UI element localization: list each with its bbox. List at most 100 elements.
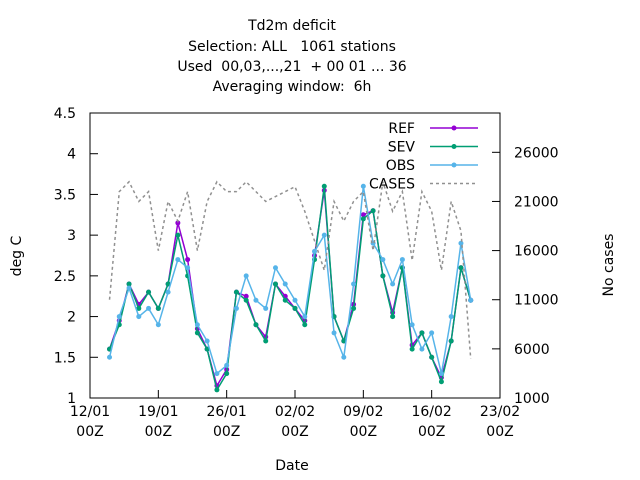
point	[214, 371, 220, 377]
point	[360, 212, 366, 218]
point	[224, 362, 230, 368]
series-line	[108, 180, 472, 359]
point	[448, 338, 454, 344]
point	[155, 305, 161, 311]
point	[302, 322, 308, 328]
point	[272, 281, 278, 287]
point	[146, 289, 152, 295]
point	[390, 281, 396, 287]
point	[155, 322, 161, 328]
point	[341, 354, 347, 360]
y-tick-label: 4	[67, 147, 76, 163]
legend-marker	[451, 125, 457, 131]
legend-marker	[451, 144, 457, 149]
x-tick-label: 16/02 00Z	[411, 404, 452, 440]
x-tick-label: 26/01 00Z	[206, 404, 247, 440]
point	[175, 257, 181, 263]
point	[321, 183, 327, 189]
x-tick-label: 23/02 00Z	[479, 404, 521, 440]
point	[429, 354, 435, 360]
series-line	[108, 190, 472, 388]
point	[468, 297, 474, 303]
point	[292, 305, 298, 311]
point	[360, 183, 366, 189]
point	[214, 387, 220, 393]
point	[126, 285, 132, 291]
point	[380, 273, 386, 279]
point	[321, 232, 327, 238]
point	[292, 297, 298, 303]
y-tick-label: 3	[67, 228, 76, 244]
point	[185, 265, 191, 271]
point	[263, 305, 269, 311]
point	[419, 346, 425, 352]
legend-label: REF	[388, 121, 415, 137]
point	[253, 322, 259, 328]
point	[312, 248, 318, 254]
legend-marker	[451, 162, 457, 168]
title-line: Selection: ALL 1061 stations	[188, 39, 396, 55]
point	[419, 330, 425, 336]
point	[282, 281, 288, 287]
title-line: Td2m deficit	[247, 18, 336, 34]
point	[360, 216, 366, 222]
point	[243, 273, 249, 279]
point	[399, 257, 405, 263]
y2-tick-label: 1000	[514, 391, 550, 407]
point	[458, 240, 464, 246]
point	[165, 281, 171, 287]
point	[409, 322, 415, 328]
point	[429, 330, 435, 336]
point	[175, 232, 181, 238]
legend-label: CASES	[369, 177, 415, 193]
point	[233, 305, 239, 311]
point	[224, 371, 230, 377]
point	[204, 346, 210, 352]
point	[175, 220, 181, 226]
point	[116, 314, 122, 320]
y-tick-label: 4.5	[54, 106, 76, 122]
point	[302, 314, 308, 320]
legend-label: SEV	[388, 140, 416, 156]
series-line	[108, 186, 472, 392]
point	[409, 346, 415, 352]
x-tick-label: 09/02 00Z	[343, 404, 384, 440]
y-tick-label: 2	[67, 310, 76, 326]
point	[126, 281, 132, 287]
y-tick-label: 2.5	[54, 269, 76, 285]
x-tick-label: 19/01 00Z	[138, 404, 179, 440]
point	[438, 371, 444, 377]
point	[438, 379, 444, 385]
point	[136, 305, 142, 311]
point	[107, 354, 113, 360]
point	[458, 265, 464, 271]
y2-tick-label: 26000	[514, 145, 559, 161]
y2-tick-label: 11000	[514, 293, 559, 309]
series-line	[108, 186, 472, 375]
y-tick-label: 3.5	[54, 187, 76, 203]
title-line: Averaging window: 6h	[213, 79, 372, 95]
y2-tick-label: 16000	[514, 244, 559, 260]
point	[194, 322, 200, 328]
point	[370, 208, 376, 214]
point	[272, 265, 278, 271]
y2-axis-label: No cases	[601, 234, 617, 297]
point	[194, 330, 200, 336]
point	[331, 330, 337, 336]
x-axis-label: Date	[275, 458, 308, 474]
point	[263, 338, 269, 344]
point	[165, 289, 171, 295]
y-tick-label: 1.5	[54, 350, 76, 366]
y2-tick-label: 21000	[514, 194, 559, 210]
x-tick-label: 12/01 00Z	[69, 404, 111, 440]
point	[351, 281, 357, 287]
title-line: Used 00,03,...,21 + 00 01 ... 36	[177, 59, 406, 75]
y-tick-label: 1	[67, 391, 76, 407]
point	[233, 289, 239, 295]
point	[351, 305, 357, 311]
point	[448, 314, 454, 320]
point	[185, 257, 191, 263]
point	[243, 297, 249, 303]
legend-label: OBS	[386, 158, 415, 174]
